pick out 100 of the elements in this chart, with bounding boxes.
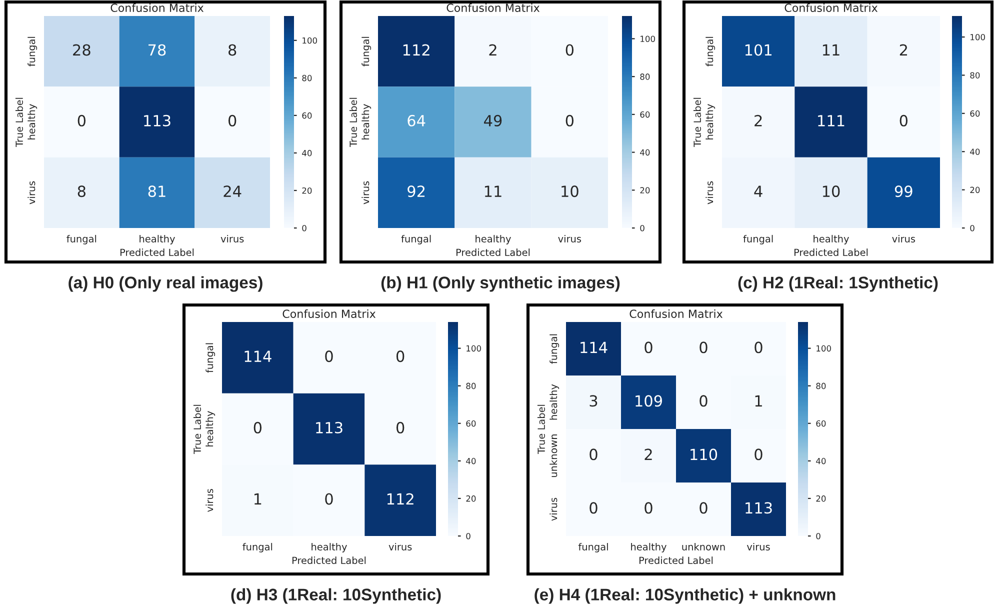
data-label: 112 xyxy=(387,493,414,505)
data-label: 101 xyxy=(745,44,772,56)
color-bar-label: 100 xyxy=(302,37,317,44)
text: (e) H4 (1Real: 10Synthetic) + unknown xyxy=(534,588,836,604)
x-tick-label: virus xyxy=(388,542,412,550)
data-label: 28 xyxy=(73,44,90,56)
y-tick-label: virus xyxy=(550,498,558,521)
data-label: 0 xyxy=(566,44,574,56)
data-label: 4 xyxy=(754,186,762,197)
data-label: 0 xyxy=(700,342,708,354)
y-tick-label: fungal xyxy=(550,334,560,364)
color-bar-label: 20 xyxy=(302,187,312,194)
y-tick-label: virus xyxy=(206,488,214,512)
chart-title: Confusion Matrix xyxy=(630,309,723,318)
data-label: 0 xyxy=(644,342,652,354)
color-bar-label: 80 xyxy=(302,74,312,82)
x-tick-label: healthy xyxy=(476,234,511,244)
y-axis-title: True Label xyxy=(15,98,23,148)
data-label: 114 xyxy=(580,342,608,353)
x-axis-title: Predicted Label xyxy=(794,248,868,256)
y-tick-label: fungal xyxy=(706,36,716,66)
data-label: 99 xyxy=(894,186,912,198)
y-tick-label: fungal xyxy=(206,343,216,373)
data-label: 0 xyxy=(700,502,708,514)
color-bar-label: 0 xyxy=(466,532,470,540)
color-bar-label: 20 xyxy=(970,186,980,194)
y-tick-label: fungal xyxy=(28,36,38,66)
data-label: 78 xyxy=(148,44,166,56)
x-axis-title: Predicted Label xyxy=(292,556,366,564)
y-tick-label: fungal xyxy=(362,36,372,66)
data-label: 0 xyxy=(78,114,86,126)
data-label: 81 xyxy=(148,186,166,198)
color-bar-label: 20 xyxy=(816,495,826,502)
y-tick-label: healthy xyxy=(28,104,38,140)
y-tick-label: healthy xyxy=(206,411,216,446)
color-bar-label: 100 xyxy=(970,34,985,40)
color-bar-label: 40 xyxy=(816,458,826,464)
color-bar-label: 80 xyxy=(466,382,476,390)
x-tick-label: healthy xyxy=(631,542,666,552)
data-label: 0 xyxy=(325,493,333,505)
color-bar-label: 60 xyxy=(640,111,650,118)
color-bar-label: 0 xyxy=(302,224,306,232)
color-bar-label: 60 xyxy=(816,420,826,427)
data-label: 0 xyxy=(590,502,598,514)
data-label: 114 xyxy=(244,350,272,362)
y-tick-label: healthy xyxy=(362,104,372,140)
x-tick-label: healthy xyxy=(814,234,849,244)
data-label: 0 xyxy=(396,350,404,362)
x-tick-label: fungal xyxy=(66,234,96,244)
y-axis-title: True Label xyxy=(537,404,545,454)
y-tick-label: virus xyxy=(362,181,370,204)
color-bar-label: 0 xyxy=(640,224,644,232)
x-tick-label: fungal xyxy=(743,234,773,244)
data-label: 0 xyxy=(700,395,708,407)
y-axis-title: True Label xyxy=(349,98,357,148)
data-label: 10 xyxy=(822,186,840,198)
y-tick-label: healthy xyxy=(706,104,716,140)
chart-title: Confusion Matrix xyxy=(282,309,376,318)
color-bar-label: 60 xyxy=(970,110,980,117)
data-label: 92 xyxy=(408,186,425,198)
y-tick-label: virus xyxy=(28,181,36,204)
chart-title: Confusion Matrix xyxy=(784,3,878,12)
data-label: 10 xyxy=(562,186,578,198)
data-label: 24 xyxy=(224,186,242,197)
data-label: 64 xyxy=(408,114,426,126)
data-label: 113 xyxy=(316,422,342,434)
text: (b) H1 (Only synthetic images) xyxy=(381,276,620,292)
color-bar-label: 80 xyxy=(816,382,826,390)
x-tick-label: healthy xyxy=(140,234,175,244)
x-axis-title: Predicted Label xyxy=(120,248,194,256)
data-label: 113 xyxy=(144,114,170,126)
x-tick-label: healthy xyxy=(312,542,347,552)
y-tick-label: virus xyxy=(706,181,714,204)
data-label: 0 xyxy=(590,448,598,460)
color-bar-label: 100 xyxy=(640,36,655,42)
color-bar-label: 40 xyxy=(466,458,476,464)
data-label: 0 xyxy=(566,114,574,126)
data-label: 2 xyxy=(900,44,907,56)
data-label: 0 xyxy=(900,114,908,126)
color-bar-label: 60 xyxy=(302,112,312,119)
data-label: 113 xyxy=(746,502,772,514)
data-label: 2 xyxy=(644,448,652,460)
color-bar-label: 40 xyxy=(640,149,650,156)
data-label: 112 xyxy=(403,44,430,56)
x-tick-label: virus xyxy=(220,234,244,242)
data-label: 0 xyxy=(754,448,762,460)
data-label: 0 xyxy=(325,350,333,362)
data-label: 0 xyxy=(644,502,652,514)
color-bar-label: 0 xyxy=(816,532,820,540)
x-tick-label: unknown xyxy=(682,542,725,550)
data-label: 109 xyxy=(636,395,662,407)
x-axis-title: Predicted Label xyxy=(456,248,530,256)
color-bar-label: 0 xyxy=(970,224,974,232)
data-label: 1 xyxy=(755,395,762,406)
color-bar-label: 60 xyxy=(466,420,476,427)
x-tick-label: virus xyxy=(892,234,916,242)
y-tick-label: healthy xyxy=(550,384,560,420)
data-label: 8 xyxy=(228,44,236,56)
color-bar-label: 80 xyxy=(970,72,980,78)
x-tick-label: virus xyxy=(746,542,770,550)
